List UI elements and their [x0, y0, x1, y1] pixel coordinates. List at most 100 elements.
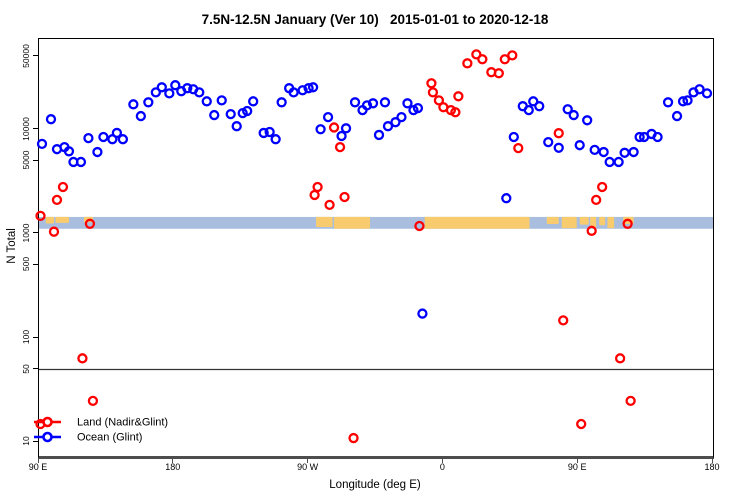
- data-point-ocean: [677, 96, 689, 107]
- data-point-land: [334, 141, 346, 153]
- data-point-ocean: [628, 146, 639, 158]
- data-point-land: [471, 49, 482, 60]
- map-strip-land-segment: [334, 216, 371, 229]
- data-point-ocean: [111, 127, 123, 139]
- x-tick-label: 180: [165, 462, 181, 472]
- data-point-land: [427, 87, 439, 98]
- data-point-ocean: [92, 146, 103, 158]
- plot-area: Land (Nadir&Glint) Ocean (Glint): [34, 38, 714, 459]
- data-point-land: [312, 181, 323, 193]
- data-point-ocean: [589, 144, 600, 156]
- map-strip-land-segment: [599, 216, 606, 226]
- x-tick-mark: [441, 458, 443, 463]
- map-strip-land-segment: [607, 216, 615, 229]
- data-point-ocean: [523, 104, 534, 116]
- data-point-ocean: [231, 121, 242, 132]
- data-point-ocean: [543, 136, 554, 148]
- data-point-ocean: [619, 147, 630, 158]
- y-tick-label: 1000: [21, 223, 31, 243]
- data-point-ocean: [98, 131, 109, 143]
- data-point-ocean: [367, 98, 379, 109]
- map-strip-land-segment: [424, 216, 530, 229]
- x-tick-label: 180: [704, 462, 720, 472]
- data-point-ocean: [170, 80, 181, 91]
- data-point-land: [414, 220, 425, 232]
- data-point-ocean: [501, 193, 512, 204]
- data-point-land: [591, 194, 602, 206]
- y-tick-mark: [33, 440, 38, 442]
- x-tick-mark: [307, 458, 309, 463]
- data-point-ocean: [83, 132, 94, 144]
- data-point-land: [324, 199, 335, 210]
- data-point-land: [450, 107, 461, 118]
- plot-svg: Land (Nadir&Glint) Ocean (Glint): [34, 49, 713, 443]
- data-point-ocean: [315, 124, 326, 135]
- data-point-ocean: [361, 100, 373, 111]
- data-point-land: [87, 395, 99, 407]
- data-point-ocean: [297, 85, 308, 96]
- data-point-ocean: [75, 156, 87, 168]
- data-point-land: [57, 181, 69, 193]
- data-point-ocean: [417, 308, 428, 319]
- data-point-land: [558, 315, 569, 326]
- data-point-ocean: [652, 131, 663, 143]
- data-point-land: [622, 218, 633, 229]
- data-point-land: [553, 128, 564, 139]
- data-point-land: [586, 225, 597, 236]
- data-point-ocean: [182, 83, 193, 94]
- legend-marker-ocean: [42, 431, 53, 443]
- data-point-ocean: [194, 87, 205, 98]
- map-strip-land-segment: [590, 216, 597, 228]
- data-point-land: [426, 78, 437, 89]
- x-tick-mark: [711, 458, 713, 463]
- data-point-ocean: [390, 117, 401, 128]
- legend-label-ocean: Ocean (Glint): [77, 431, 142, 443]
- data-point-ocean: [574, 140, 585, 151]
- data-point-ocean: [288, 87, 299, 98]
- x-tick-label: 90 W: [297, 462, 319, 472]
- data-point-land: [477, 54, 488, 65]
- data-point-ocean: [150, 87, 161, 98]
- data-point-ocean: [258, 127, 269, 139]
- data-point-ocean: [553, 142, 564, 153]
- data-point-ocean: [322, 111, 334, 123]
- data-point-ocean: [662, 97, 674, 108]
- y-axis-title: N Total: [6, 228, 18, 264]
- data-point-ocean: [264, 126, 275, 138]
- legend-marker-land: [42, 416, 53, 428]
- data-point-ocean: [336, 130, 347, 142]
- data-point-ocean: [45, 114, 57, 125]
- data-point-land: [84, 218, 96, 229]
- data-point-land: [328, 122, 340, 133]
- data-point-land: [614, 353, 626, 364]
- x-tick-mark: [172, 458, 174, 463]
- map-strip-land-segment: [55, 216, 69, 223]
- data-point-ocean: [303, 83, 314, 94]
- y-tick-label: 10: [21, 436, 31, 447]
- y-tick-label: 50: [21, 363, 31, 374]
- y-tick-mark: [33, 336, 38, 338]
- data-point-land: [35, 210, 46, 221]
- data-point-ocean: [36, 138, 48, 150]
- data-point-ocean: [156, 82, 167, 93]
- data-point-ocean: [117, 134, 129, 145]
- data-point-ocean: [402, 98, 413, 109]
- map-strip-land-segment: [579, 216, 589, 225]
- data-point-land: [48, 226, 60, 237]
- data-point-ocean: [508, 131, 519, 143]
- data-point-ocean: [340, 123, 352, 134]
- data-point-ocean: [307, 82, 319, 93]
- data-point-land: [507, 50, 518, 61]
- data-point-ocean: [528, 96, 539, 107]
- x-tick-label: 90 E: [567, 462, 587, 472]
- data-point-ocean: [568, 109, 579, 121]
- x-tick-mark: [37, 458, 39, 463]
- y-tick-label: 100: [21, 330, 31, 345]
- y-tick-mark: [33, 55, 38, 57]
- x-tick-mark: [576, 458, 578, 463]
- data-point-ocean: [701, 88, 713, 99]
- data-point-land: [597, 181, 608, 193]
- map-strip-ocean: [39, 216, 713, 229]
- data-point-ocean: [373, 129, 385, 141]
